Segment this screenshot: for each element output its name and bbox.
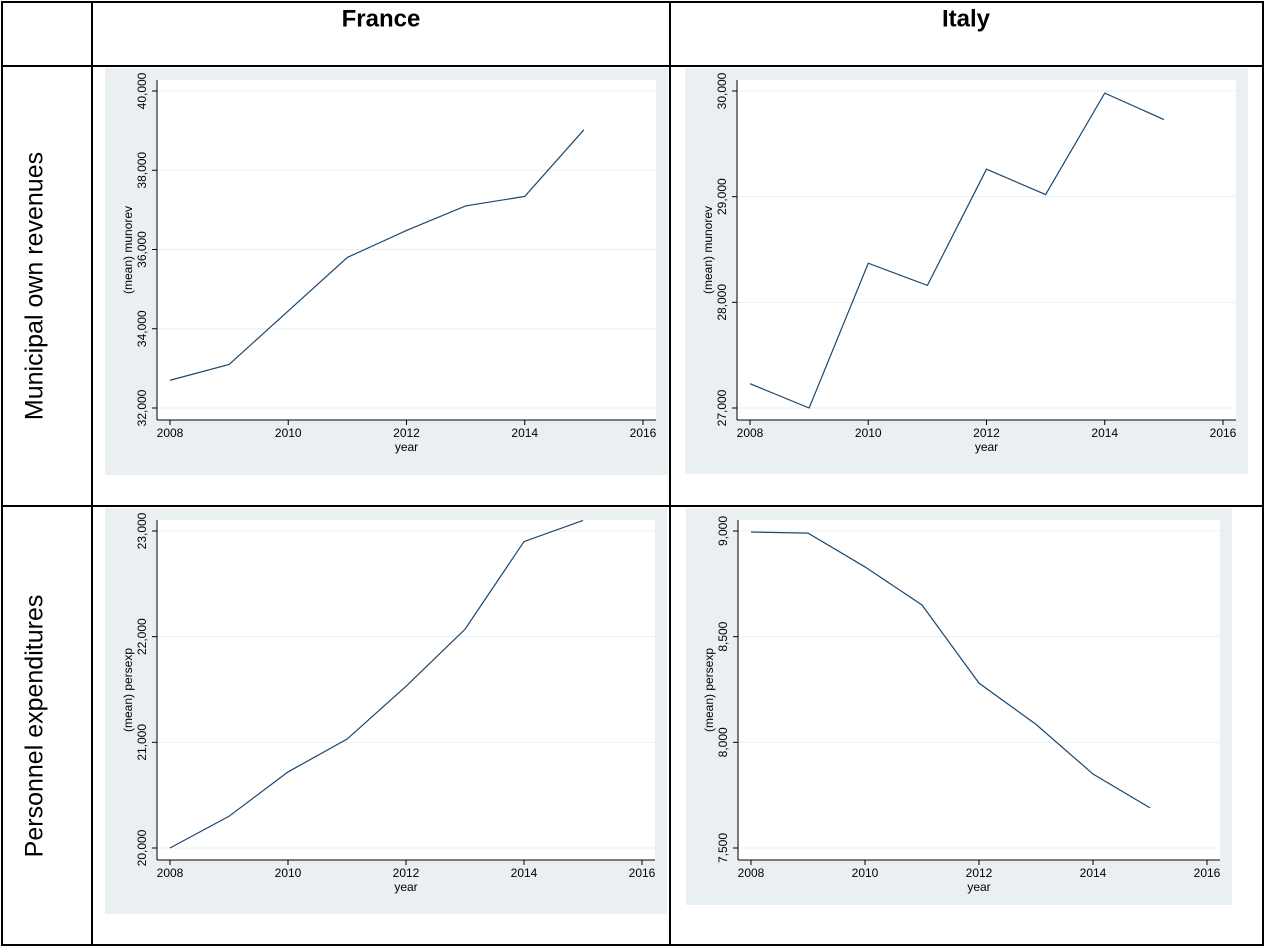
line — [749, 92, 1165, 409]
plot-area — [737, 80, 1236, 420]
line — [169, 129, 585, 381]
plot-area — [738, 520, 1220, 860]
y-tick-label: 7,500 — [716, 833, 730, 863]
y-tick-label: 8,500 — [716, 621, 730, 651]
x-tick-label: 2014 — [1091, 426, 1118, 440]
y-tick-label: 27,000 — [715, 389, 729, 426]
x-tick-label: 2012 — [966, 866, 993, 880]
y-axis-label: (mean) persexp — [702, 648, 716, 732]
y-tick-label: 32,000 — [135, 389, 149, 426]
x-tick-label: 2008 — [737, 426, 764, 440]
x-tick-label: 2016 — [629, 866, 656, 880]
y-tick-label: 34,000 — [135, 310, 149, 347]
x-tick-label: 2008 — [157, 866, 184, 880]
y-tick-label: 30,000 — [715, 72, 729, 109]
x-axis-label: year — [395, 440, 418, 454]
x-tick-label: 2016 — [630, 426, 657, 440]
line — [169, 519, 584, 849]
y-tick-label: 9,000 — [716, 516, 730, 546]
x-tick-label: 2012 — [393, 866, 420, 880]
x-tick-label: 2010 — [275, 866, 302, 880]
x-tick-label: 2010 — [855, 426, 882, 440]
x-tick-label: 2012 — [393, 426, 420, 440]
y-axis-label: (mean) munorev — [701, 206, 715, 294]
column-header: Italy — [942, 5, 991, 32]
y-axis-label: (mean) persexp — [121, 648, 135, 732]
y-tick-label: 23,000 — [135, 512, 149, 549]
y-tick-label: 22,000 — [135, 618, 149, 655]
plot-area — [157, 520, 655, 860]
x-axis-label: year — [394, 880, 417, 894]
y-tick-label: 40,000 — [135, 72, 149, 109]
x-tick-label: 2008 — [738, 866, 765, 880]
y-axis-label: (mean) munorev — [121, 206, 135, 294]
y-tick-label: 21,000 — [135, 724, 149, 761]
x-tick-label: 2014 — [511, 426, 538, 440]
y-tick-label: 8,000 — [716, 727, 730, 757]
x-axis-label: year — [975, 440, 998, 454]
y-tick-label: 20,000 — [135, 829, 149, 866]
x-tick-label: 2010 — [275, 426, 302, 440]
row-header: Personnel expenditures — [21, 595, 49, 858]
x-tick-label: 2014 — [511, 866, 538, 880]
y-tick-label: 28,000 — [715, 284, 729, 321]
line — [750, 531, 1151, 809]
y-tick-label: 36,000 — [135, 231, 149, 268]
column-header: France — [342, 5, 421, 32]
x-tick-label: 2010 — [852, 866, 879, 880]
x-tick-label: 2016 — [1210, 426, 1237, 440]
x-tick-label: 2012 — [973, 426, 1000, 440]
y-tick-label: 29,000 — [715, 178, 729, 215]
x-axis-label: year — [967, 880, 990, 894]
y-tick-label: 38,000 — [135, 152, 149, 189]
row-header: Municipal own revenues — [21, 152, 49, 420]
x-tick-label: 2016 — [1194, 866, 1221, 880]
x-tick-label: 2014 — [1080, 866, 1107, 880]
x-tick-label: 2008 — [157, 426, 184, 440]
